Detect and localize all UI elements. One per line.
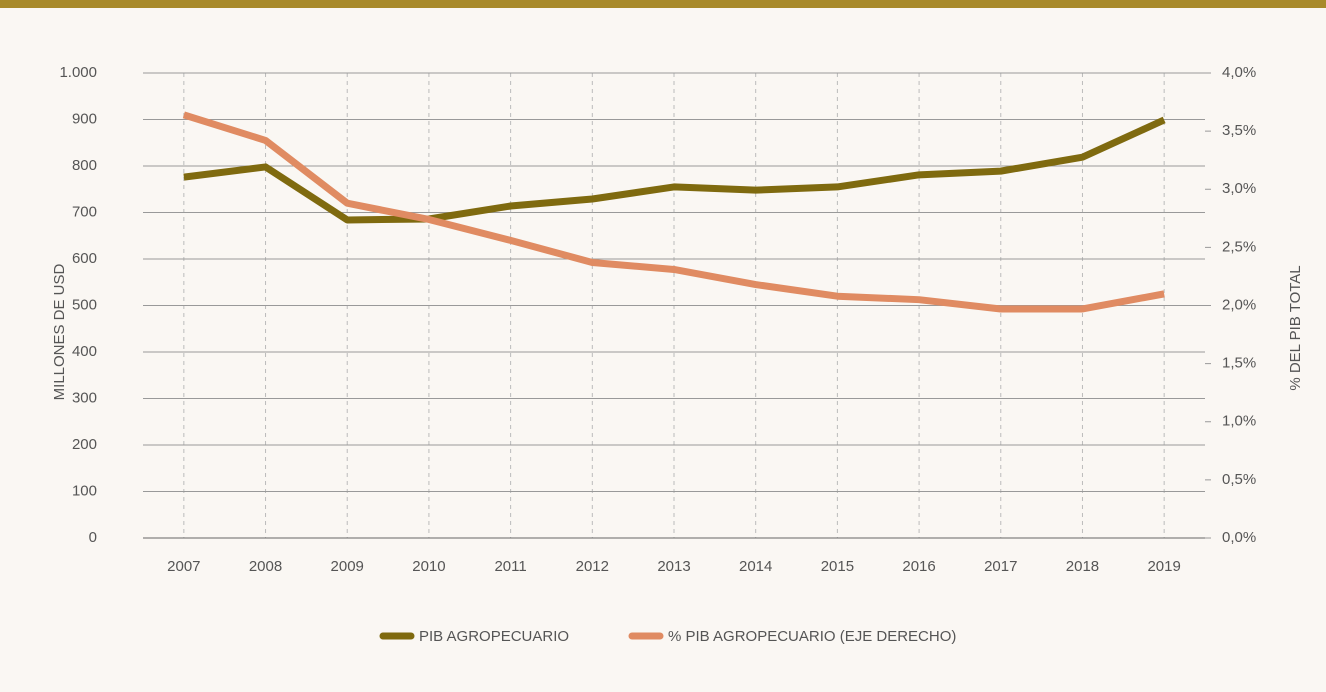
y2-tick-label: 4,0% [1222, 64, 1256, 81]
y-tick-label: 100 [72, 482, 97, 499]
y-tick-label: 0 [89, 529, 97, 546]
y-tick-label: 200 [72, 436, 97, 453]
y2-tick-label: 2,5% [1222, 238, 1256, 255]
y-tick-label: 700 [72, 203, 97, 220]
y-tick-label: 900 [72, 110, 97, 127]
y-tick-label: 1.000 [59, 64, 97, 81]
x-tick-label: 2009 [331, 558, 364, 575]
y-tick-label: 500 [72, 296, 97, 313]
x-tick-label: 2018 [1066, 558, 1099, 575]
x-tick-label: 2011 [494, 558, 526, 575]
y2-tick-label: 3,5% [1222, 122, 1256, 139]
y2-tick-label: 1,0% [1222, 413, 1256, 430]
y2-axis-label: % DEL PIB TOTAL [1287, 265, 1304, 390]
x-tick-label: 2019 [1147, 558, 1180, 575]
x-tick-label: 2012 [576, 558, 609, 575]
x-tick-label: 2010 [412, 558, 445, 575]
y2-tick-label: 2,0% [1222, 296, 1256, 313]
legend-label: PIB AGROPECUARIO [419, 628, 569, 645]
y-axis-label: MILLONES DE USD [51, 263, 68, 400]
series-line [183, 116, 1166, 224]
y-tick-label: 600 [72, 250, 97, 267]
y2-tick-label: 1,5% [1222, 355, 1256, 372]
x-tick-label: 2017 [984, 558, 1017, 575]
y2-tick-label: 0,5% [1222, 471, 1256, 488]
y-tick-label: 300 [72, 389, 97, 406]
x-tick-label: 2015 [821, 558, 854, 575]
top-bar [0, 0, 1326, 8]
y-tick-label: 400 [72, 343, 97, 360]
x-tick-label: 2016 [902, 558, 935, 575]
x-tick-label: 2013 [657, 558, 690, 575]
x-tick-label: 2014 [739, 558, 772, 575]
x-tick-label: 2008 [249, 558, 282, 575]
y2-tick-label: 0,0% [1222, 529, 1256, 546]
x-tick-label: 2007 [167, 558, 200, 575]
legend-label: % PIB AGROPECUARIO (EJE DERECHO) [668, 628, 956, 645]
series-line [182, 111, 1165, 313]
y-tick-label: 800 [72, 157, 97, 174]
y2-tick-label: 3,0% [1222, 180, 1256, 197]
